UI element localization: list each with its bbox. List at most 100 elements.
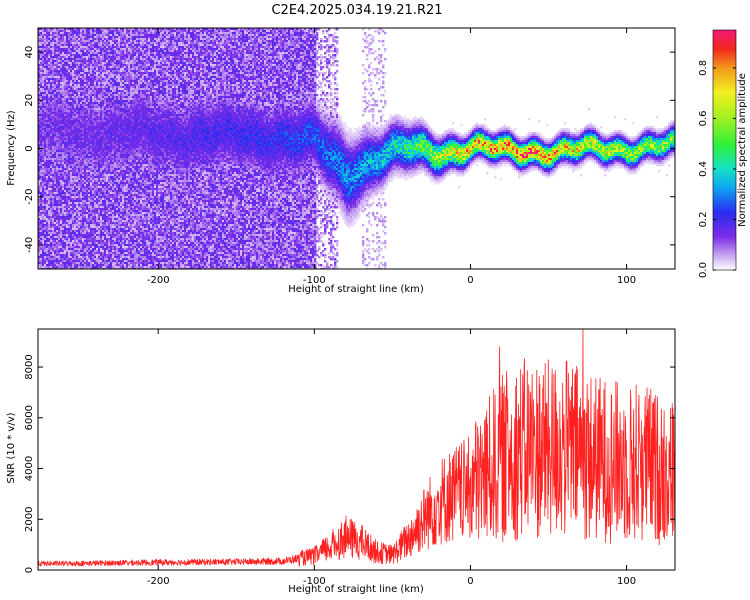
heatmap-cell [38,262,41,265]
heatmap-cell [46,214,49,217]
heatmap-cell [48,106,51,109]
heatmap-cell [48,186,51,189]
heatmap-cell [46,156,49,159]
heatmap-cell [50,90,53,93]
heatmap-cell [38,102,41,105]
heatmap-cell [44,150,47,153]
heatmap-cell [48,168,51,171]
heatmap-cell [44,98,47,101]
heatmap-cell [48,152,51,155]
heatmap-cell [40,122,43,125]
heatmap-cell [50,80,53,83]
heatmap-cell [48,176,51,179]
heatmap-cell [38,158,41,161]
heatmap-cell [42,208,45,211]
heatmap-cell [50,166,53,169]
heatmap-cell [44,128,47,131]
heatmap-cell [46,220,49,223]
heatmap-cell [40,236,43,239]
heatmap-cell [44,196,47,199]
heatmap-cell [40,216,43,219]
heatmap-cell [50,88,53,91]
heatmap-cell [48,262,51,265]
heatmap-cell [38,156,41,159]
heatmap-cell [40,234,43,237]
heatmap-cell [50,104,53,107]
heatmap-cell [46,150,49,153]
heatmap-cell [42,210,45,213]
heatmap-cell [46,142,49,145]
heatmap-cell [44,50,47,53]
heatmap-cell [50,176,53,179]
heatmap-cell [44,236,47,239]
heatmap-cell [48,96,51,99]
heatmap-cell [42,40,45,43]
heatmap-cell [38,248,41,251]
heatmap-cell [38,86,41,89]
heatmap-cell [44,120,47,123]
heatmap-cell [46,230,49,233]
heatmap-cell [48,28,51,31]
heatmap-cell [44,146,47,149]
heatmap-cell [50,226,53,229]
heatmap-cell [42,246,45,249]
heatmap-cell [50,190,53,193]
heatmap-cell [42,148,45,151]
heatmap-cell [42,140,45,143]
heatmap-cell [44,200,47,203]
heatmap-cell [40,168,43,171]
heatmap-cell [48,184,51,187]
heatmap-cell [42,82,45,85]
heatmap-cell [50,200,53,203]
heatmap-cell [48,144,51,147]
heatmap-cell [44,114,47,117]
heatmap-cell [38,114,41,117]
heatmap-cell [40,110,43,113]
heatmap-cell [38,160,41,163]
heatmap-cell [40,232,43,235]
heatmap-cell [38,128,41,131]
heatmap-cell [42,232,45,235]
heatmap-cell [42,216,45,219]
heatmap-cell [44,202,47,205]
heatmap-cell [50,40,53,43]
heatmap-cell [50,206,53,209]
heatmap-cell [42,230,45,233]
heatmap-cell [44,258,47,261]
heatmap-cell [44,100,47,103]
heatmap-cell [50,228,53,231]
heatmap-cell [46,176,49,179]
heatmap-cell [50,154,53,157]
heatmap-cell [44,180,47,183]
heatmap-cell [46,128,49,131]
heatmap-cell [50,146,53,149]
heatmap-cell [50,106,53,109]
heatmap-cell [42,114,45,117]
heatmap-cell [48,266,51,269]
heatmap-cell [42,64,45,67]
heatmap-cell [44,134,47,137]
heatmap-cell [42,266,45,269]
heatmap-cell [46,172,49,175]
heatmap-cell [40,230,43,233]
heatmap-cell [40,138,43,141]
heatmap-cell [48,258,51,261]
heatmap-cell [48,44,51,47]
heatmap-cell [46,28,49,31]
heatmap-cell [50,208,53,211]
heatmap-cell [48,104,51,107]
heatmap-cell [38,176,41,179]
heatmap-cell [42,60,45,63]
heatmap-cell [40,176,43,179]
heatmap-cell [42,220,45,223]
heatmap-cell [44,140,47,143]
heatmap-cell [50,180,53,183]
heatmap-cell [44,190,47,193]
heatmap-cell [48,178,51,181]
heatmap-cell [38,88,41,91]
heatmap-cell [40,112,43,115]
heatmap-cell [50,204,53,207]
heatmap-cell [44,220,47,223]
heatmap-cell [42,48,45,51]
heatmap-cell [44,242,47,245]
